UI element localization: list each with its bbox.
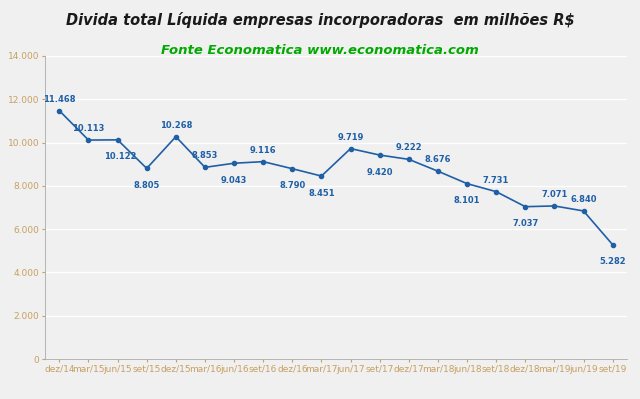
Text: 8.101: 8.101	[454, 196, 480, 205]
Text: 8.676: 8.676	[425, 155, 451, 164]
Text: 8.805: 8.805	[134, 181, 160, 190]
Text: 9.420: 9.420	[367, 168, 393, 177]
Text: 8.853: 8.853	[192, 151, 218, 160]
Text: 7.037: 7.037	[512, 219, 538, 228]
Text: 9.719: 9.719	[337, 132, 364, 142]
Text: 8.451: 8.451	[308, 189, 335, 198]
Text: 9.043: 9.043	[221, 176, 247, 185]
Text: 10.122: 10.122	[104, 152, 136, 161]
Text: 7.731: 7.731	[483, 176, 509, 185]
Text: 9.222: 9.222	[396, 143, 422, 152]
Text: 5.282: 5.282	[599, 257, 626, 266]
Text: 8.790: 8.790	[279, 181, 305, 190]
Text: 10.113: 10.113	[72, 124, 105, 133]
Text: 6.840: 6.840	[570, 195, 596, 204]
Text: 9.116: 9.116	[250, 146, 276, 155]
Text: Fonte Economatica www.economatica.com: Fonte Economatica www.economatica.com	[161, 44, 479, 57]
Text: 10.268: 10.268	[159, 121, 192, 130]
Text: 7.071: 7.071	[541, 190, 568, 199]
Text: 11.468: 11.468	[43, 95, 76, 104]
Text: Divida total Líquida empresas incorporadoras  em milhões R$: Divida total Líquida empresas incorporad…	[66, 12, 574, 28]
